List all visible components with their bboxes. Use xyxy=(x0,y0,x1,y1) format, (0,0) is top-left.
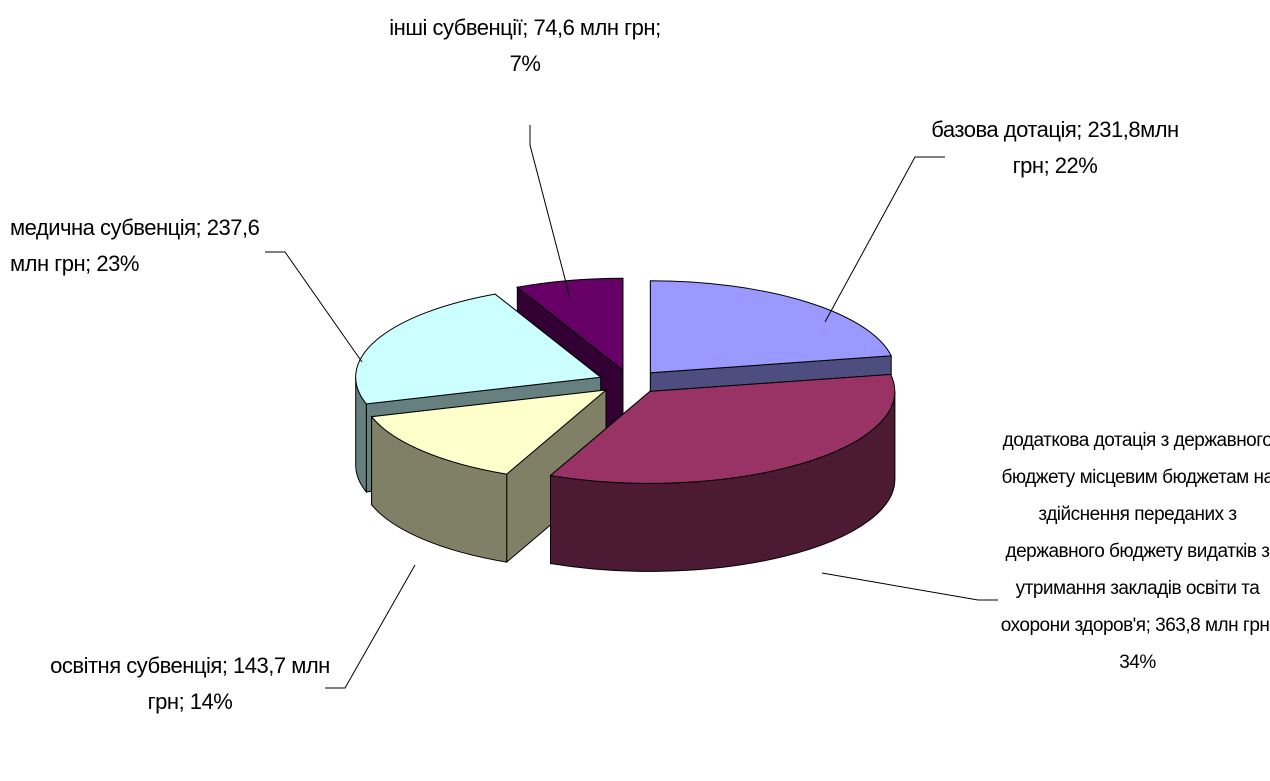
label-part: 74,6 млн грн xyxy=(533,15,656,40)
data-label: медична субвенція; 237,6 млн грн; 23% xyxy=(10,210,285,282)
slice xyxy=(649,280,892,374)
slice xyxy=(370,389,608,475)
label-part: ; xyxy=(1043,153,1055,178)
leader-line xyxy=(325,564,416,689)
label-part: 22% xyxy=(1054,153,1098,178)
data-label: освітня субвенція; 143,7 млн грн; 14% xyxy=(50,648,330,720)
label-part: 14% xyxy=(189,689,233,714)
slice xyxy=(355,293,602,405)
leader-line xyxy=(529,125,571,299)
data-label: базова дотація; 231,8млн грн; 22% xyxy=(915,112,1195,184)
label-part: ; xyxy=(522,15,534,40)
leader-line xyxy=(824,156,945,323)
label-part: 7% xyxy=(509,51,541,76)
label-part: інші субвенції xyxy=(389,15,523,40)
label-part: медична субвенція xyxy=(10,215,196,240)
label-part: ; xyxy=(85,251,97,276)
label-part: 23% xyxy=(96,251,139,276)
label-part: 231,8млн грн xyxy=(1012,117,1180,178)
data-label: інші субвенції; 74,6 млн грн; 7% xyxy=(375,10,675,82)
data-label: додаткова дотація з державного бюджету м… xyxy=(1000,422,1270,681)
slice xyxy=(516,277,624,372)
slice xyxy=(549,373,896,484)
label-part: базова дотація xyxy=(931,117,1077,142)
label-part: ; xyxy=(221,653,234,678)
label-part: ; xyxy=(178,689,190,714)
label-part: додаткова дотація з державного бюджету м… xyxy=(1000,430,1270,636)
label-part: ; xyxy=(1076,117,1088,142)
label-part: 363,8 млн грн xyxy=(1155,615,1270,636)
leader-line xyxy=(265,251,363,363)
leader-lines xyxy=(265,125,998,689)
label-part: 34% xyxy=(1119,652,1156,673)
label-part: ; xyxy=(655,15,661,40)
label-part: освітня субвенція xyxy=(50,653,222,678)
leader-line xyxy=(821,572,998,601)
label-part: 237,6 млн грн xyxy=(10,215,260,276)
label-part: ; xyxy=(1145,615,1156,636)
label-part: 143,7 млн грн xyxy=(147,653,331,714)
pie xyxy=(355,277,896,572)
label-part: ; xyxy=(195,215,207,240)
